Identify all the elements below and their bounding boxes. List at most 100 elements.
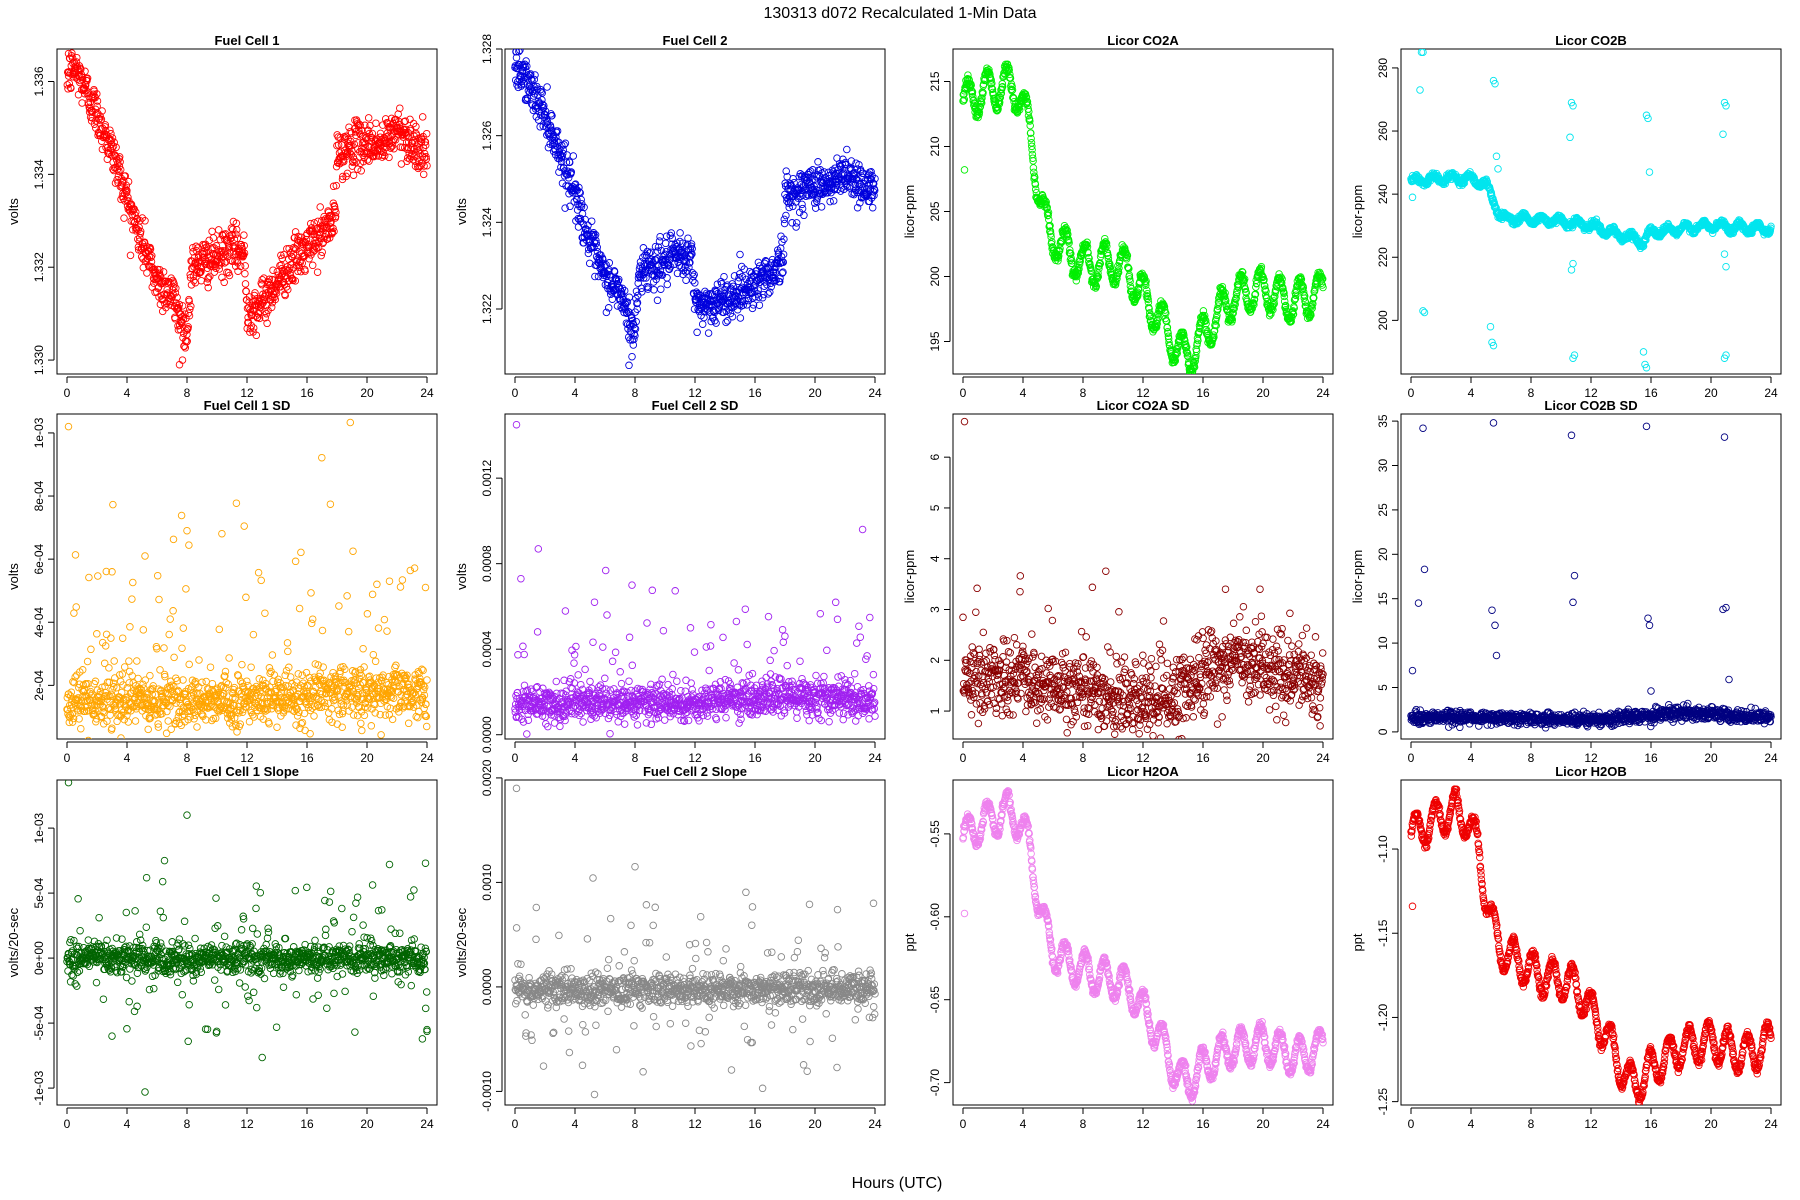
- licor-co2a-point: [1301, 298, 1310, 307]
- licor-co2a-point: [1214, 302, 1222, 310]
- fuel-cell-1-point: [204, 283, 212, 292]
- fuel-cell-2-point: [560, 141, 568, 149]
- licor-co2a-point: [1123, 252, 1132, 260]
- licor-co2a-point: [1092, 282, 1101, 291]
- fuel-cell-1-point: [336, 133, 344, 142]
- fuel-cell-2-point: [758, 293, 767, 302]
- licor-co2a-point: [1153, 319, 1161, 328]
- licor-co2a-x-tick-label: 20: [1256, 386, 1270, 400]
- licor-co2a-point: [1067, 249, 1075, 258]
- fuel-cell-1-point: [297, 267, 305, 276]
- licor-co2a-y-tick-label: 205: [928, 201, 942, 221]
- licor-co2a-point: [1122, 250, 1130, 258]
- licor-co2a-point: [983, 64, 991, 72]
- fuel-cell-1-point: [368, 129, 377, 138]
- fuel-cell-1-point: [183, 337, 191, 346]
- licor-co2b-outlier-point: [1569, 102, 1577, 110]
- fuel-cell-2-point: [601, 268, 609, 277]
- licor-co2a-point: [1074, 269, 1083, 277]
- fuel-cell-1-point: [98, 145, 107, 154]
- fuel-cell-1-point: [331, 212, 340, 221]
- fuel-cell-1-point: [241, 280, 250, 288]
- fuel-cell-1-point: [365, 129, 374, 138]
- fuel-cell-1-sd-point: [126, 623, 134, 631]
- fuel-cell-2-point: [632, 317, 640, 326]
- licor-co2a-point: [978, 94, 986, 102]
- fuel-cell-2-point: [629, 341, 638, 349]
- licor-co2a-point: [1029, 164, 1038, 172]
- licor-co2a-y-tick-label: 195: [928, 331, 942, 351]
- licor-co2a-point: [1104, 251, 1112, 260]
- fuel-cell-1-point: [236, 262, 245, 271]
- fuel-cell-2-point: [792, 219, 801, 227]
- fuel-cell-2-point: [736, 250, 744, 259]
- fuel-cell-1-sd-point: [65, 718, 74, 727]
- fuel-cell-1-point: [220, 259, 229, 267]
- fuel-cell-1-point: [214, 226, 223, 234]
- licor-co2a-point: [979, 80, 988, 88]
- fuel-cell-1-sd-x-tick-label: 24: [420, 751, 434, 765]
- fuel-cell-2-point: [575, 215, 583, 224]
- fuel-cell-2-point: [690, 270, 698, 279]
- licor-co2b-outlier-point: [1569, 259, 1577, 268]
- fuel-cell-2-point: [656, 266, 665, 274]
- fuel-cell-1-sd-point: [125, 657, 133, 665]
- fuel-cell-1-point: [210, 244, 218, 252]
- licor-co2a-point: [1008, 86, 1017, 94]
- fuel-cell-1-point: [420, 162, 428, 170]
- fuel-cell-2-point: [704, 329, 713, 337]
- licor-co2a-point: [1201, 317, 1210, 325]
- fuel-cell-1-sd-point: [186, 713, 194, 721]
- fuel-cell-2-point: [577, 217, 585, 226]
- fuel-cell-2-point: [585, 259, 594, 268]
- fuel-cell-2-point: [700, 313, 708, 322]
- fuel-cell-1-point: [119, 176, 128, 185]
- fuel-cell-1-point: [121, 172, 130, 180]
- fuel-cell-1-x-tick-label: 20: [360, 386, 374, 400]
- fuel-cell-1-point: [240, 241, 248, 250]
- fuel-cell-1-point: [187, 281, 196, 289]
- fuel-cell-2-point: [688, 250, 696, 258]
- licor-co2a-y-tick-label: 215: [928, 71, 942, 91]
- licor-co2a-point: [1094, 272, 1103, 281]
- fuel-cell-2-point: [688, 269, 697, 277]
- licor-co2a-point: [998, 83, 1007, 91]
- fuel-cell-2-point: [753, 290, 762, 298]
- licor-co2a-point: [1142, 277, 1150, 285]
- fuel-cell-1-sd-point: [178, 644, 186, 652]
- fuel-cell-2-point: [811, 204, 820, 212]
- fuel-cell-1-sd-point: [153, 571, 162, 580]
- licor-co2a-point: [1123, 255, 1131, 263]
- fuel-cell-2-point: [675, 261, 684, 270]
- licor-co2a-point: [1260, 282, 1269, 290]
- fuel-cell-2-point: [673, 254, 681, 263]
- fuel-cell-1-point: [136, 227, 145, 236]
- fuel-cell-2-point: [555, 168, 563, 176]
- fuel-cell-2-point: [547, 127, 556, 135]
- fuel-cell-2-point: [569, 152, 578, 160]
- licor-co2b-outlier-point: [1642, 363, 1651, 372]
- licor-co2b-y-tick-label: 260: [1376, 121, 1390, 141]
- fuel-cell-1-sd-point: [124, 718, 133, 726]
- fuel-cell-1-point: [329, 224, 337, 233]
- licor-co2b-y-tick-label: 240: [1376, 184, 1390, 204]
- fuel-cell-1-point: [332, 208, 340, 217]
- licor-co2a-point: [1005, 66, 1013, 75]
- licor-co2a-point: [1250, 300, 1258, 309]
- fuel-cell-2-point: [750, 284, 759, 292]
- fuel-cell-1-sd-title: Fuel Cell 1 SD: [204, 398, 291, 413]
- fuel-cell-1-sd-point: [177, 511, 186, 520]
- fuel-cell-1-sd-point: [166, 615, 174, 623]
- fuel-cell-2-point: [801, 180, 810, 189]
- fuel-cell-1-point: [318, 248, 326, 256]
- licor-co2b-outlier-point: [1491, 79, 1499, 88]
- licor-co2a-point: [1031, 185, 1040, 194]
- fuel-cell-2-point: [754, 293, 763, 301]
- fuel-cell-2-point: [646, 248, 655, 256]
- fuel-cell-2-point: [707, 317, 715, 326]
- fuel-cell-2-point: [571, 184, 580, 192]
- fuel-cell-1-point: [101, 121, 110, 129]
- fuel-cell-1-point: [291, 277, 300, 285]
- fuel-cell-2-point: [806, 167, 815, 176]
- fuel-cell-2-point: [648, 255, 656, 264]
